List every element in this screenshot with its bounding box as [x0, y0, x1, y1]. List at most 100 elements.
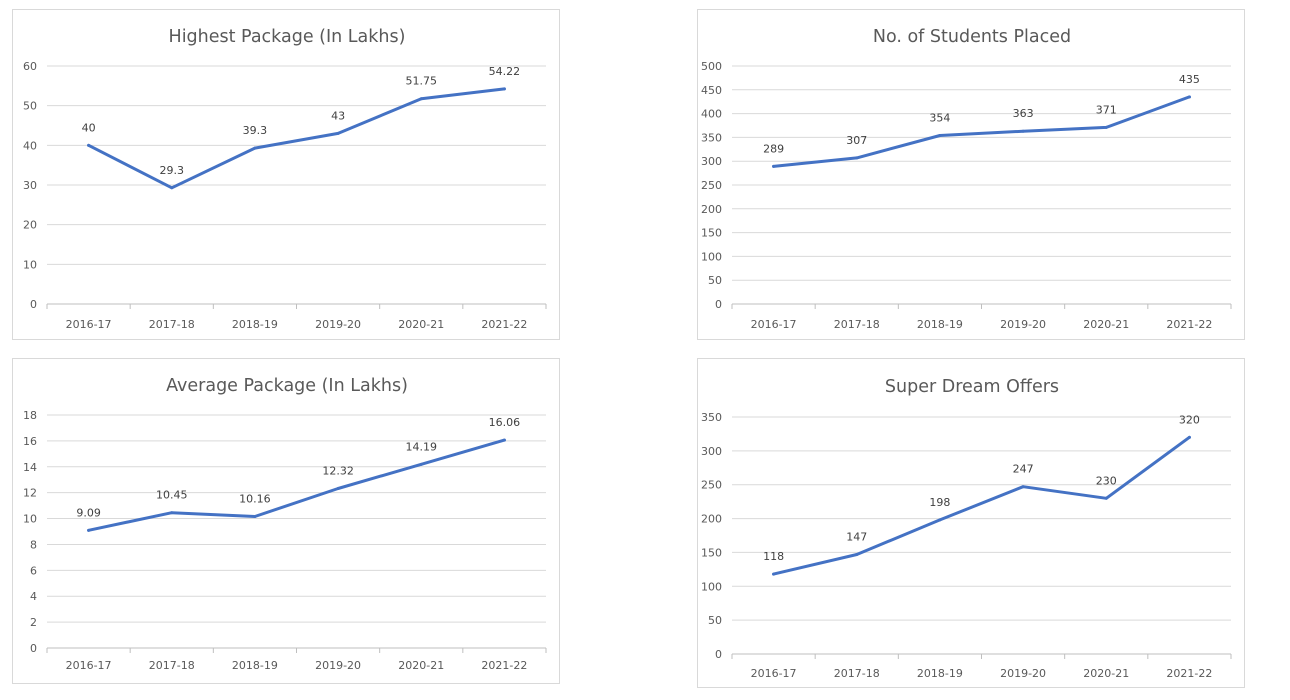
- average-package-x-tick-label: 2021-22: [481, 659, 527, 672]
- average-package-x-tick-label: 2019-20: [315, 659, 361, 672]
- super-dream-offers-x-tick-label: 2016-17: [751, 667, 797, 680]
- super-dream-offers-x-tick-label: 2021-22: [1166, 667, 1212, 680]
- super-dream-offers-y-tick-label: 250: [701, 479, 722, 492]
- average-package-y-tick-label: 4: [30, 590, 37, 603]
- students-placed-plot: No. of Students Placed 0 50 100 150 200 250 300…: [701, 27, 1232, 331]
- highest-package-y-tick-label: 10: [23, 258, 37, 271]
- students-placed-data-point: [1021, 129, 1025, 133]
- students-placed-y-tick-label: 350: [701, 131, 722, 144]
- highest-package-y-tick-label: 0: [30, 298, 37, 311]
- highest-package-series-line: [87, 87, 506, 190]
- students-placed-y-tick-label: 300: [701, 155, 722, 168]
- highest-package-data-point: [253, 146, 257, 150]
- average-package-data-label: 10.16: [239, 492, 271, 505]
- highest-package-y-tick-label: 20: [23, 219, 37, 232]
- students-placed-y-tick-label: 500: [701, 60, 722, 73]
- highest-package-y-tick-label: 40: [23, 139, 37, 152]
- highest-package-data-label: 40: [82, 121, 96, 134]
- average-package-data-label: 9.09: [76, 506, 101, 519]
- students-placed-y-tick-label: 250: [701, 179, 722, 192]
- average-package-y-tick-label: 6: [30, 564, 37, 577]
- highest-package-plot: Highest Package (In Lakhs) 0 10 20 30 40 50 60 2…: [23, 27, 547, 331]
- average-package-title: Average Package (In Lakhs): [166, 376, 408, 396]
- average-package-data-label: 12.32: [322, 465, 354, 478]
- average-package-y-tick-label: 0: [30, 642, 37, 655]
- students-placed-data-point: [1104, 125, 1108, 129]
- highest-package-x-tick-label: 2017-18: [149, 318, 195, 331]
- students-placed-series-line: [772, 95, 1191, 168]
- students-placed-x-tick-label: 2017-18: [834, 318, 880, 331]
- super-dream-offers-y-tick-label: 150: [701, 546, 722, 559]
- students-placed-y-tick-label: 200: [701, 203, 722, 216]
- highest-package-data-label: 54.22: [489, 65, 521, 78]
- students-placed-x-tick-label: 2020-21: [1083, 318, 1129, 331]
- highest-package-y-tick-label: 30: [23, 179, 37, 192]
- super-dream-offers-data-point: [1021, 485, 1025, 489]
- super-dream-offers-x-tick-label: 2017-18: [834, 667, 880, 680]
- average-package-data-label: 16.06: [489, 416, 521, 429]
- super-dream-offers-data-label: 198: [929, 496, 950, 509]
- highest-package-data-point: [336, 131, 340, 135]
- students-placed-data-label: 307: [846, 134, 867, 147]
- highest-package-x-tick-label: 2018-19: [232, 318, 278, 331]
- students-placed-data-label: 289: [763, 142, 784, 155]
- average-package-plot: Average Package (In Lakhs) 0 2 4 6 8 10 12 14 16 1…: [23, 376, 547, 672]
- super-dream-offers-x-tick-label: 2018-19: [917, 667, 963, 680]
- average-package-data-point: [170, 511, 174, 515]
- super-dream-offers-y-tick-label: 0: [715, 648, 722, 661]
- students-placed-data-label: 354: [929, 111, 950, 124]
- highest-package-data-label: 29.3: [160, 164, 185, 177]
- highest-package-data-point: [170, 186, 174, 190]
- highest-package-data-label: 51.75: [406, 75, 438, 88]
- super-dream-offers-data-point: [1187, 435, 1191, 439]
- super-dream-offers-title: Super Dream Offers: [885, 377, 1059, 397]
- super-dream-offers-x-tick-label: 2020-21: [1083, 667, 1129, 680]
- super-dream-offers-series-line: [772, 435, 1191, 576]
- highest-package-x-tick-label: 2021-22: [481, 318, 527, 331]
- students-placed-x-tick-label: 2021-22: [1166, 318, 1212, 331]
- students-placed-data-label: 371: [1096, 103, 1117, 116]
- average-package-y-tick-label: 10: [23, 513, 37, 526]
- students-placed-y-tick-label: 0: [715, 298, 722, 311]
- super-dream-offers-y-tick-label: 100: [701, 580, 722, 593]
- students-placed-data-label: 363: [1013, 107, 1034, 120]
- chart-average-package: Average Package (In Lakhs) 0 2 4 6 8 10 12 14 16 1…: [12, 358, 560, 684]
- average-package-x-tick-label: 2020-21: [398, 659, 444, 672]
- students-placed-data-point: [938, 133, 942, 137]
- average-package-x-tick-label: 2017-18: [149, 659, 195, 672]
- students-placed-x-tick-label: 2016-17: [751, 318, 797, 331]
- super-dream-offers-data-label: 230: [1096, 474, 1117, 487]
- chart-highest-package: Highest Package (In Lakhs) 0 10 20 30 40 50 60 2…: [12, 9, 560, 340]
- super-dream-offers-y-tick-label: 300: [701, 445, 722, 458]
- students-placed-y-tick-label: 450: [701, 84, 722, 97]
- super-dream-offers-y-tick-label: 50: [708, 614, 722, 627]
- students-placed-y-tick-label: 400: [701, 108, 722, 121]
- students-placed-data-point: [772, 164, 776, 168]
- average-package-y-tick-label: 16: [23, 435, 37, 448]
- average-package-data-point: [502, 438, 506, 442]
- highest-package-x-tick-label: 2016-17: [66, 318, 112, 331]
- highest-package-x-tick-label: 2020-21: [398, 318, 444, 331]
- students-placed-x-tick-label: 2019-20: [1000, 318, 1046, 331]
- highest-package-data-point: [502, 87, 506, 91]
- super-dream-offers-plot: Super Dream Offers 0 50 100 150 200 250 300 350 2…: [701, 377, 1232, 680]
- average-package-data-point: [253, 514, 257, 518]
- super-dream-offers-data-point: [938, 518, 942, 522]
- average-package-y-tick-label: 14: [23, 461, 37, 474]
- highest-package-data-label: 39.3: [243, 124, 268, 137]
- highest-package-title: Highest Package (In Lakhs): [169, 27, 406, 47]
- students-placed-y-tick-label: 150: [701, 227, 722, 240]
- super-dream-offers-data-label: 320: [1179, 413, 1200, 426]
- students-placed-title: No. of Students Placed: [873, 27, 1071, 47]
- chart-students-placed: No. of Students Placed 0 50 100 150 200 250 300…: [697, 9, 1245, 340]
- average-package-series-line: [87, 438, 506, 532]
- average-package-y-tick-label: 8: [30, 538, 37, 551]
- students-placed-data-point: [855, 156, 859, 160]
- highest-package-data-point: [87, 143, 91, 147]
- students-placed-data-label: 435: [1179, 73, 1200, 86]
- students-placed-x-tick-label: 2018-19: [917, 318, 963, 331]
- super-dream-offers-data-point: [855, 552, 859, 556]
- super-dream-offers-y-tick-label: 200: [701, 513, 722, 526]
- highest-package-data-point: [419, 97, 423, 101]
- highest-package-y-tick-label: 50: [23, 100, 37, 113]
